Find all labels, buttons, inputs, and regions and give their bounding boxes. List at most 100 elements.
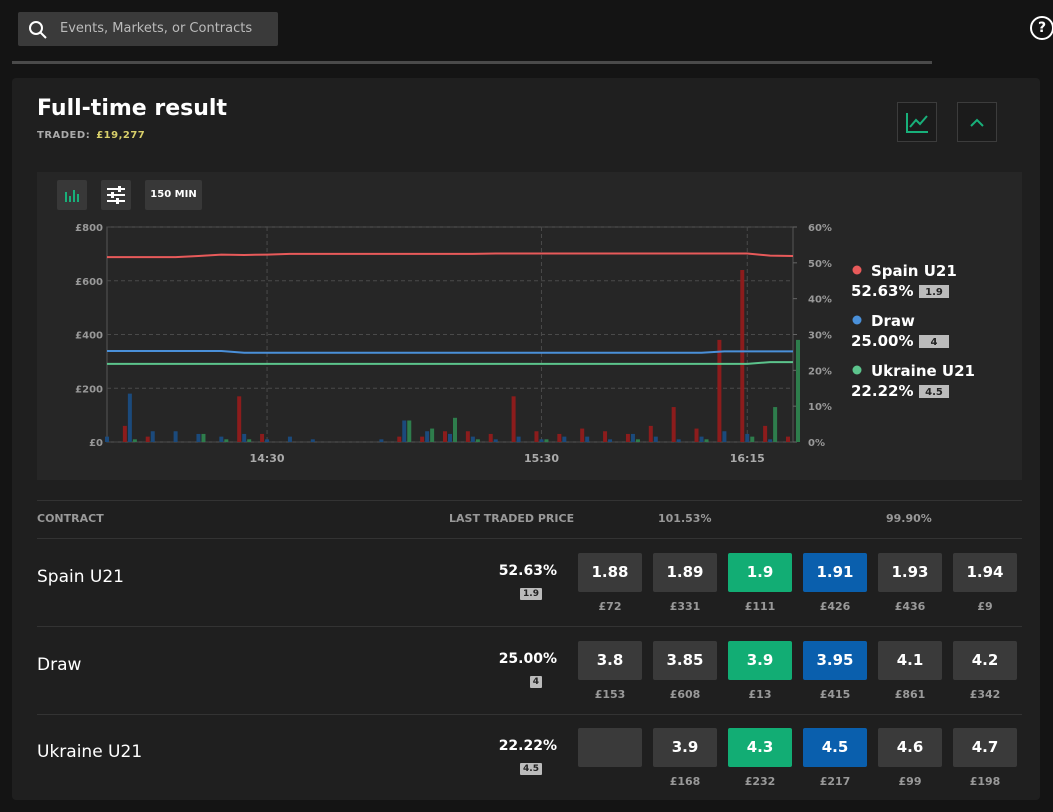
volume-bar — [699, 436, 704, 442]
price-cell[interactable]: 3.95 — [803, 640, 867, 680]
odds-badge: 4 — [529, 675, 542, 688]
contract-name: Ukraine U21 — [37, 742, 143, 762]
volume-bar — [608, 439, 613, 442]
price-cell[interactable]: 1.91 — [803, 553, 867, 592]
odds-badge: 1.9 — [520, 588, 542, 600]
volume-bar — [242, 433, 247, 442]
volume-bar — [585, 436, 590, 442]
volume-bar — [407, 420, 412, 442]
volume-bar — [425, 431, 430, 442]
y2-tick-label: 20% — [808, 366, 832, 377]
range-button[interactable]: 150 MIN — [145, 180, 202, 210]
price-cell[interactable]: 3.8 — [578, 640, 642, 680]
y-tick-label: £400 — [75, 331, 103, 342]
y2-tick-label: 40% — [808, 295, 832, 306]
contract-name: Spain U21 — [37, 567, 124, 587]
x-tick-label: 16:15 — [730, 452, 765, 465]
legend-dot — [852, 265, 862, 275]
price-amount: £153 — [594, 687, 626, 701]
price-cell[interactable]: 1.88 — [578, 553, 642, 592]
hline — [37, 713, 1022, 715]
price-amount: £217 — [819, 775, 851, 788]
last-traded: 22.22% — [498, 738, 557, 754]
volume-bar — [539, 439, 544, 442]
traded: TRADED: £19,277 — [37, 130, 145, 141]
volume-bar — [443, 431, 447, 442]
volume-bar — [224, 439, 229, 442]
price-cell[interactable]: 3.9 — [728, 640, 792, 680]
volume-bar — [201, 433, 206, 442]
chart-toggle-button[interactable] — [897, 102, 937, 142]
collapse-button[interactable] — [957, 102, 997, 142]
volume-bar — [740, 270, 745, 442]
settings-toggle[interactable] — [101, 180, 131, 210]
legend-badge: 4.5 — [925, 387, 943, 398]
volume-bar — [448, 433, 452, 442]
price-cell[interactable]: 4.3 — [728, 728, 792, 767]
price-amount: £436 — [894, 600, 926, 613]
volume-toggle[interactable] — [57, 180, 87, 210]
price-cell[interactable]: 1.9 — [728, 553, 792, 592]
last-traded: 25.00% — [498, 650, 557, 667]
volume-bar — [722, 431, 727, 442]
hline — [37, 626, 1022, 627]
y-tick-label: £600 — [75, 277, 103, 288]
volume-bar — [704, 439, 709, 442]
volume-bar — [470, 436, 475, 442]
volume-bar — [105, 436, 109, 442]
volume-bar — [150, 431, 155, 442]
volume-bar — [745, 433, 750, 442]
legend-name: Ukraine U21 — [871, 362, 975, 380]
legend-dot — [852, 365, 862, 375]
y-tick-label: £200 — [75, 384, 103, 395]
volume-bar — [557, 433, 562, 442]
volume-bar — [653, 436, 658, 442]
search-box[interactable]: Events, Markets, or Contracts — [18, 12, 278, 46]
y2-tick-label: 60% — [808, 223, 832, 234]
price-cell[interactable]: 3.9 — [653, 728, 717, 767]
volume-bar — [219, 436, 224, 442]
volume-bar — [648, 425, 653, 442]
legend-name: Spain U21 — [871, 262, 957, 280]
legend-name: Draw — [871, 312, 915, 330]
y2-tick-label: 10% — [808, 402, 832, 413]
y-tick-label: £800 — [75, 223, 103, 234]
price-cell[interactable]: 1.89 — [653, 553, 717, 592]
volume-bar — [310, 439, 315, 442]
volume-bar — [475, 439, 480, 442]
volume-bar — [603, 431, 608, 442]
price-cell[interactable]: 4.7 — [953, 728, 1017, 767]
chevron-icon — [970, 118, 984, 127]
volume-bar — [763, 425, 768, 442]
bars-icon — [65, 190, 79, 202]
volume-bar — [379, 439, 384, 442]
last-traded: 52.63% — [498, 563, 557, 579]
y2-tick-label: 50% — [808, 259, 832, 270]
volume-bar — [265, 439, 270, 442]
price-cell[interactable]: 1.93 — [878, 553, 942, 592]
volume-bar — [562, 436, 567, 442]
volume-bar — [544, 439, 549, 442]
sliders-icon — [107, 186, 125, 204]
table-header: 99.90% — [886, 512, 932, 525]
volume-bar — [247, 439, 252, 442]
volume-bar — [402, 420, 407, 442]
volume-bar — [630, 433, 635, 442]
volume-bar — [287, 436, 292, 442]
volume-bar — [750, 436, 755, 442]
price-cell[interactable]: 4.5 — [803, 728, 867, 767]
price-cell[interactable]: 3.85 — [653, 640, 717, 680]
price-cell[interactable]: 1.94 — [953, 553, 1017, 592]
price-cell[interactable]: 4.6 — [878, 728, 942, 767]
price-cell[interactable]: 4.1 — [878, 640, 942, 680]
legend-badge: 4 — [931, 337, 938, 348]
price-amount: £111 — [744, 600, 776, 613]
price-amount: £13 — [748, 687, 772, 701]
odds-badge: 4.5 — [520, 763, 542, 775]
price-cell[interactable]: 4.2 — [953, 640, 1017, 680]
price-amount: £608 — [669, 687, 701, 701]
price-amount: £861 — [894, 687, 926, 701]
price-cell[interactable] — [578, 728, 642, 767]
price-amount: £99 — [898, 775, 922, 788]
contract-name: Draw — [37, 654, 82, 675]
